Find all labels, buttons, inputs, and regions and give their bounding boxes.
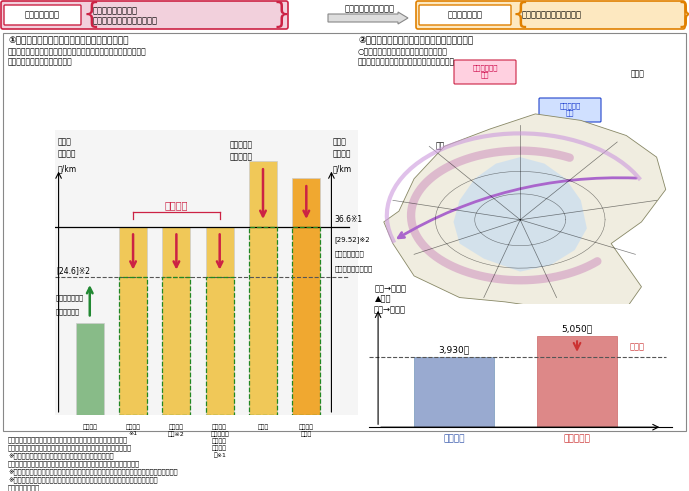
Text: 利用重視の料金: 利用重視の料金 — [447, 10, 482, 20]
Text: （圏央道経由の料金＞都心経由の料金の場合）: （圏央道経由の料金＞都心経由の料金の場合） — [358, 57, 455, 66]
Text: 圏央道経由: 圏央道経由 — [564, 434, 590, 443]
Text: 都心経由: 都心経由 — [443, 434, 464, 443]
Text: 圏央道: 圏央道 — [258, 425, 269, 430]
Text: 全線利用: 全線利用 — [332, 149, 351, 159]
Text: }: } — [676, 1, 689, 29]
Text: 厚木→桜土浦: 厚木→桜土浦 — [375, 284, 407, 293]
Bar — [249, 162, 277, 415]
Text: }: } — [272, 1, 290, 29]
Text: [24.6]※2: [24.6]※2 — [56, 266, 90, 275]
Text: 整備の経緯の違い等: 整備の経緯の違い等 — [93, 6, 138, 16]
Text: 高速自動車国道: 高速自動車国道 — [334, 251, 364, 257]
Bar — [537, 336, 617, 427]
FancyBboxPatch shape — [416, 1, 685, 29]
Polygon shape — [384, 114, 666, 315]
Text: 京葉道路
※1: 京葉道路 ※1 — [125, 425, 141, 436]
Text: 全線利用: 全線利用 — [57, 149, 76, 159]
FancyBboxPatch shape — [4, 5, 81, 25]
Text: 普通車: 普通車 — [332, 137, 346, 146]
Text: ※２　千葉県内の高速ネットワーク（千葉外環、圏央道（松尾横芝～大栄））の編成後に整理: ※２ 千葉県内の高速ネットワーク（千葉外環、圏央道（松尾横芝～大栄））の編成後に… — [8, 468, 178, 475]
Bar — [292, 178, 320, 415]
Text: ２　消費税及びターミナルチャージを除いた場合の料金水準: ２ 消費税及びターミナルチャージを除いた場合の料金水準 — [8, 444, 132, 451]
Text: 久喜白岡）: 久喜白岡） — [230, 152, 253, 161]
Text: 高速自動車国道: 高速自動車国道 — [56, 294, 84, 301]
Text: 【料金水準】現行の高速自動車国道の大都市近郊区間の水準に統一: 【料金水準】現行の高速自動車国道の大都市近郊区間の水準に統一 — [8, 47, 147, 56]
Text: （注）　１　高速自動車国道（大都市近郊区間）は、東名高速の例: （注） １ 高速自動車国道（大都市近郊区間）は、東名高速の例 — [8, 436, 128, 442]
FancyBboxPatch shape — [539, 98, 601, 122]
Text: {: { — [512, 1, 530, 29]
Text: （普通区間）: （普通区間） — [56, 309, 80, 315]
Bar — [119, 277, 147, 415]
Bar — [163, 227, 190, 415]
Text: 普通車: 普通車 — [57, 137, 71, 146]
Text: 圏央道などの整備進展: 圏央道などの整備進展 — [345, 4, 395, 13]
Text: [29.52]※2: [29.52]※2 — [334, 236, 370, 243]
Text: 3,930円: 3,930円 — [438, 346, 469, 355]
Text: 36.6※1: 36.6※1 — [334, 215, 362, 224]
Text: 千葉東金
道路※2: 千葉東金 道路※2 — [168, 425, 185, 437]
Text: 円/km: 円/km — [57, 164, 76, 173]
Text: 資料）国土交通省: 資料）国土交通省 — [8, 484, 40, 491]
Text: 激変緩和: 激変緩和 — [165, 200, 188, 210]
Text: ○起終点間の最短距離を基本に料金を決定: ○起終点間の最短距離を基本に料金を決定 — [358, 47, 448, 56]
Text: 厚木: 厚木 — [435, 141, 444, 151]
FancyArrow shape — [328, 12, 408, 24]
Text: ※１　物流への影響等を考慮し、上限料金を設定するなど: ※１ 物流への影響等を考慮し、上限料金を設定するなど — [8, 452, 114, 459]
Text: 桜土浦: 桜土浦 — [631, 70, 645, 79]
Text: 引下げ: 引下げ — [629, 342, 644, 351]
Text: ※あわせて、車種区分を５車種区分に整理統一（首都高速について段階的に実施）: ※あわせて、車種区分を５車種区分に整理統一（首都高速について段階的に実施） — [8, 476, 158, 483]
Text: 円/km: 円/km — [332, 164, 351, 173]
Text: 厚木→桜土浦: 厚木→桜土浦 — [373, 305, 405, 315]
Text: ②起終点を基本とした継ぎ目のない料金の実現: ②起終点を基本とした継ぎ目のない料金の実現 — [358, 36, 473, 45]
Text: {: { — [83, 1, 101, 29]
Text: 整備重視の料金: 整備重視の料金 — [25, 10, 59, 20]
Polygon shape — [453, 157, 587, 272]
Text: （大都市近郊区間）: （大都市近郊区間） — [334, 265, 373, 272]
Bar — [249, 227, 277, 415]
Text: ▲料金: ▲料金 — [375, 294, 391, 303]
Bar — [205, 277, 234, 415]
Text: 料金水準や車種区分等に相当: 料金水準や車種区分等に相当 — [93, 17, 158, 26]
Bar — [119, 227, 147, 415]
Bar — [76, 323, 104, 415]
Text: ①料金体系の整理・統一（対象は圏央道の内側）: ①料金体系の整理・統一（対象は圏央道の内側） — [8, 36, 129, 45]
Text: （海老名～: （海老名～ — [230, 140, 253, 149]
Text: 埼玉外環
中央道均一
区間首都
高速一区
間※1: 埼玉外環 中央道均一 区間首都 高速一区 間※1 — [210, 425, 229, 458]
Bar — [413, 357, 494, 427]
Text: 5,050円: 5,050円 — [562, 325, 593, 334]
Text: 料金水準や車種区分を統一: 料金水準や車種区分を統一 — [522, 10, 582, 20]
Text: 横浜横須
賀道路: 横浜横須 賀道路 — [299, 425, 313, 437]
FancyBboxPatch shape — [1, 1, 288, 29]
FancyBboxPatch shape — [454, 60, 516, 84]
FancyBboxPatch shape — [419, 5, 511, 25]
Bar — [3, 33, 686, 431]
Bar — [292, 227, 320, 415]
Text: 都心経由の
料金: 都心経由の 料金 — [559, 102, 581, 116]
Text: 激変緩和措置を実施（ただし、京葉道路は、地域内料金は据え置き）: 激変緩和措置を実施（ただし、京葉道路は、地域内料金は据え置き） — [8, 460, 140, 466]
Text: 圏央道経由の
料金: 圏央道経由の 料金 — [472, 64, 497, 78]
Text: 第三京浜: 第三京浜 — [82, 425, 97, 430]
Text: 【車種区分】５車種区分に統一: 【車種区分】５車種区分に統一 — [8, 57, 73, 66]
Bar — [163, 277, 190, 415]
Bar — [205, 227, 234, 415]
